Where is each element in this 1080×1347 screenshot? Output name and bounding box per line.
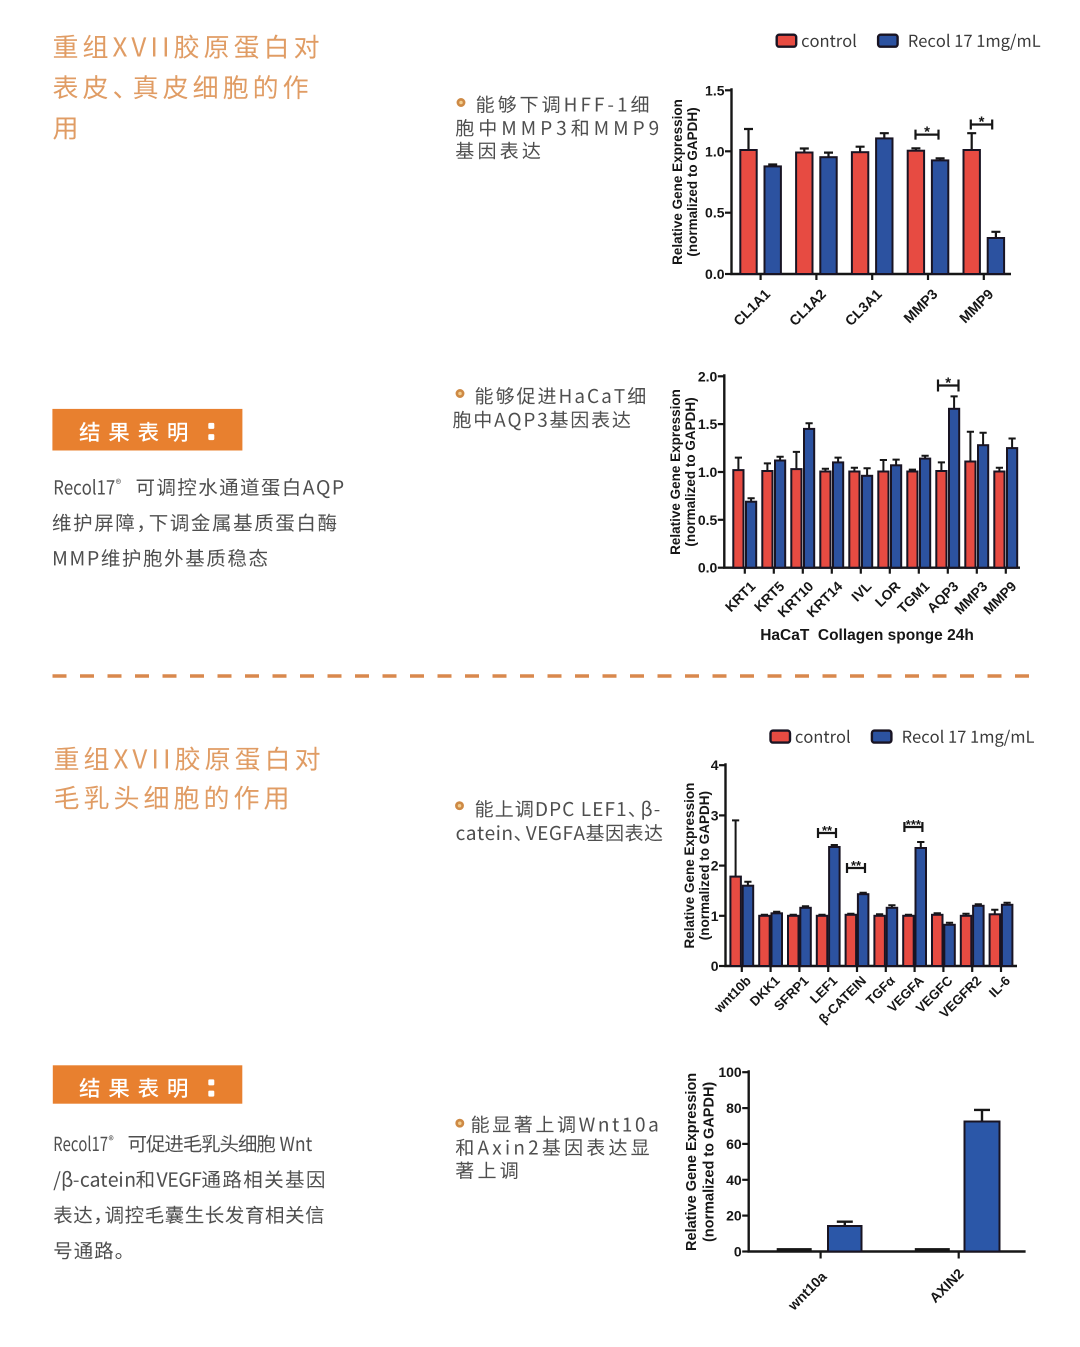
- svg-text:100: 100: [718, 1064, 742, 1080]
- svg-text:*: *: [924, 124, 930, 141]
- svg-text:3: 3: [711, 807, 719, 823]
- svg-text:1.0: 1.0: [698, 464, 718, 480]
- svg-text:20: 20: [726, 1208, 742, 1224]
- svg-text:(normalized to GAPDH): (normalized to GAPDH): [683, 397, 698, 546]
- svg-text:(normalized to GAPDH): (normalized to GAPDH): [685, 107, 700, 256]
- svg-text:4: 4: [711, 757, 719, 773]
- svg-text:(normalized to GAPDH): (normalized to GAPDH): [697, 791, 712, 940]
- svg-text:*: *: [945, 375, 951, 392]
- svg-text:***: ***: [906, 817, 922, 832]
- svg-text:0.5: 0.5: [705, 205, 725, 221]
- svg-text:Relative Gene Expression: Relative Gene Expression: [668, 389, 683, 555]
- svg-text:0: 0: [711, 958, 719, 974]
- svg-text:1.5: 1.5: [698, 416, 718, 432]
- svg-text:60: 60: [726, 1136, 742, 1152]
- svg-text:Relative Gene Expression: Relative Gene Expression: [684, 1073, 700, 1251]
- svg-text:0: 0: [734, 1244, 742, 1260]
- svg-text:(normalized to GAPDH): (normalized to GAPDH): [702, 1082, 718, 1242]
- svg-text:0.0: 0.0: [698, 560, 718, 576]
- svg-text:80: 80: [726, 1100, 742, 1116]
- svg-text:Relative Gene Expression: Relative Gene Expression: [682, 783, 697, 949]
- svg-text:1: 1: [711, 908, 719, 924]
- svg-text:40: 40: [726, 1172, 742, 1188]
- svg-text:**: **: [851, 858, 862, 873]
- svg-text:0.0: 0.0: [705, 266, 725, 282]
- svg-text:1.5: 1.5: [705, 82, 725, 98]
- svg-text:2.0: 2.0: [698, 368, 718, 384]
- svg-text:1.0: 1.0: [705, 143, 725, 159]
- svg-text:Relative Gene Expression: Relative Gene Expression: [670, 99, 685, 265]
- svg-text:HaCaT Collagen sponge 24h: HaCaT Collagen sponge 24h: [760, 627, 974, 644]
- svg-text:2: 2: [711, 858, 719, 874]
- svg-text:*: *: [979, 114, 985, 131]
- svg-text:0.5: 0.5: [698, 512, 718, 528]
- svg-text:**: **: [822, 823, 833, 838]
